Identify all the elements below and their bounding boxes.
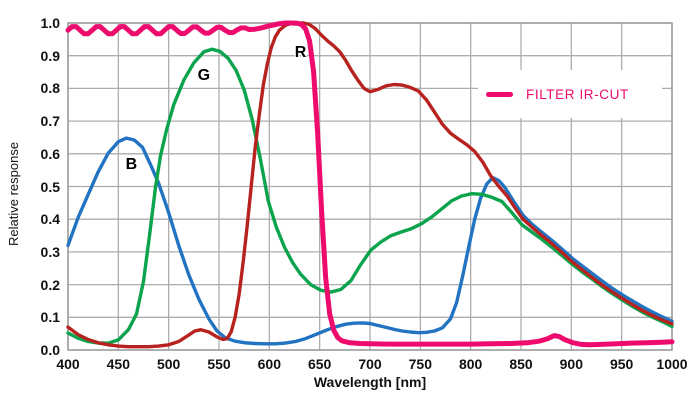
y-axis-title: Relative response [6,141,21,246]
y-tick-label: 0.6 [40,145,60,162]
curve-b [66,136,674,346]
x-tick-label: 850 [509,356,533,372]
x-tick-label: 1000 [656,356,688,372]
legend: FILTER IR-CUT [478,70,662,118]
y-tick-label: 0.8 [40,80,60,97]
y-tick-label: 0.2 [40,276,60,293]
y-tick-label: 1.0 [40,15,60,31]
curve-label-b: B [125,156,138,174]
x-tick-label: 650 [307,356,332,372]
y-tick-label: 0.1 [40,309,60,326]
curve-r [66,21,674,349]
y-tick-label: 0.0 [40,342,60,358]
x-tick-label: 450 [106,356,131,372]
plot-frame [67,22,673,351]
curve-label-r: R [294,44,307,62]
curve-label-g: G [197,66,211,84]
curve-filter-ir-cut [65,20,675,348]
x-tick-label: 400 [56,356,80,372]
y-tick-label: 0.4 [40,211,60,228]
x-tick-label: 550 [207,356,231,372]
legend-label: FILTER IR-CUT [526,86,629,102]
x-tick-label: 500 [156,356,181,372]
curve-g [66,47,674,345]
x-tick-label: 800 [458,356,483,372]
filter-ir-cut-line-swatch [486,91,513,97]
y-tick-label: 0.5 [40,178,60,195]
x-tick-label: 750 [408,356,433,372]
y-tick-label: 0.3 [40,243,60,260]
y-tick-label: 0.9 [40,47,60,64]
x-tick-label: 900 [559,356,584,372]
x-tick-label: 950 [609,356,634,372]
x-axis-title: Wavelength [nm] [313,374,427,390]
y-tick-label: 0.7 [40,113,60,130]
x-tick-label: 600 [257,356,282,372]
x-tick-label: 700 [358,356,382,372]
